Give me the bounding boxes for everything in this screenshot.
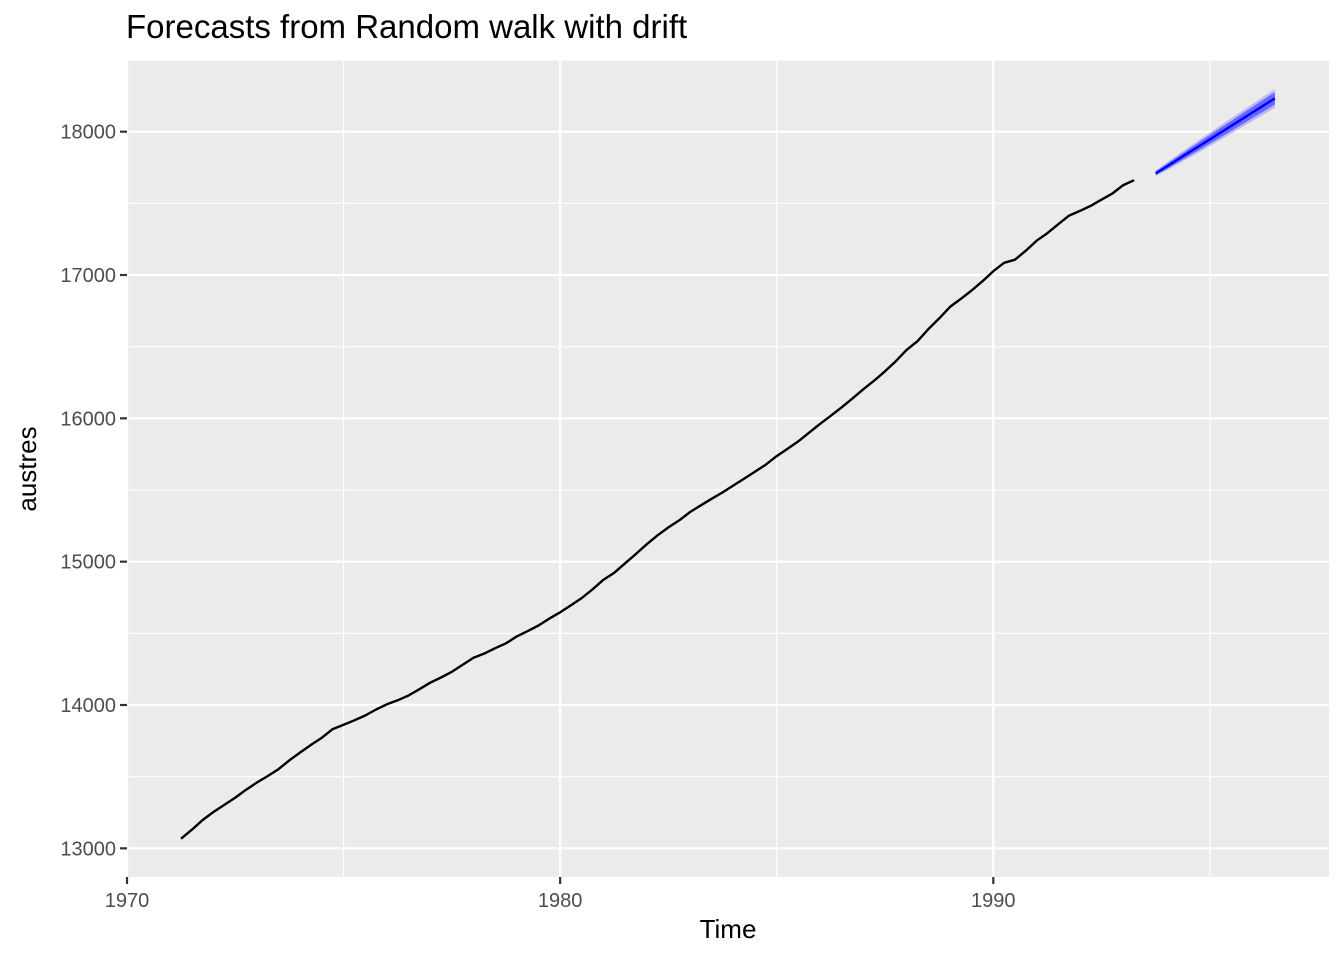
major-gridlines	[125, 60, 1329, 877]
x-tick-label: 1970	[105, 890, 150, 912]
x-tick-label: 1980	[538, 890, 583, 912]
y-tick-label: 18000	[60, 122, 116, 144]
y-tick-label: 16000	[60, 408, 116, 430]
y-tick-label: 15000	[60, 552, 116, 574]
history-series	[180, 179, 1135, 840]
x-axis: 1970 1980 1990	[105, 877, 1016, 912]
forecast-line	[1155, 97, 1276, 175]
y-tick-label: 13000	[60, 838, 116, 860]
history-line	[180, 179, 1135, 840]
y-tick-label: 14000	[60, 695, 116, 717]
y-axis-title: austres	[12, 426, 42, 511]
forecast-series	[1155, 97, 1276, 175]
y-tick-label: 17000	[60, 265, 116, 287]
chart-title: Forecasts from Random walk with drift	[126, 8, 687, 45]
y-axis: 13000 14000 15000 16000 17000 18000	[60, 122, 127, 860]
plot-panel	[127, 60, 1329, 877]
x-tick-label: 1990	[971, 890, 1016, 912]
x-axis-title: Time	[700, 914, 757, 944]
